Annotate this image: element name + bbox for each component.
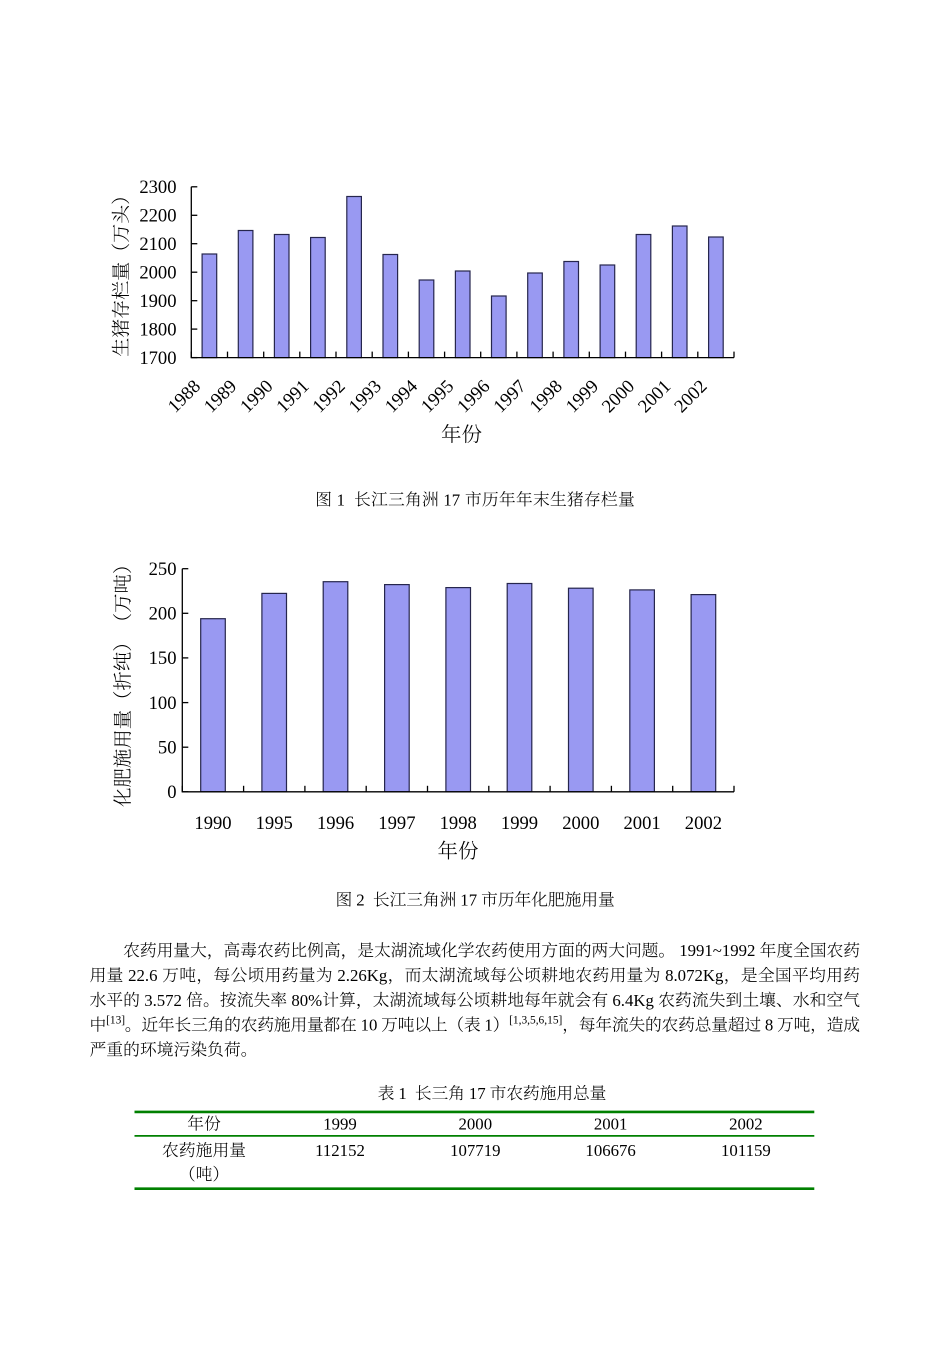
svg-text:2002: 2002 [685, 813, 722, 834]
svg-text:1997: 1997 [378, 813, 415, 834]
svg-text:2200: 2200 [139, 206, 176, 227]
svg-text:8: 8 [765, 1016, 773, 1035]
svg-text:2300: 2300 [139, 177, 176, 198]
svg-text:17: 17 [443, 490, 460, 509]
svg-text:2001: 2001 [594, 1115, 628, 1134]
svg-text:2000: 2000 [459, 1115, 493, 1134]
svg-text:150: 150 [149, 648, 177, 669]
svg-text:100: 100 [149, 693, 177, 714]
svg-text:80%: 80% [291, 991, 322, 1010]
svg-text:112152: 112152 [315, 1141, 365, 1160]
svg-text:6.4Kg: 6.4Kg [612, 991, 654, 1010]
svg-text:1998: 1998 [440, 813, 477, 834]
svg-text:2000: 2000 [139, 263, 176, 284]
svg-text:3.572: 3.572 [144, 991, 182, 1010]
svg-text:1900: 1900 [139, 291, 176, 312]
svg-text:2100: 2100 [139, 234, 176, 255]
svg-text:50: 50 [158, 738, 177, 759]
svg-text:10: 10 [361, 1016, 378, 1035]
svg-text:2002: 2002 [729, 1115, 763, 1134]
svg-text:1991~1992: 1991~1992 [679, 941, 755, 960]
svg-text:101159: 101159 [721, 1141, 771, 1160]
svg-text:1990: 1990 [194, 813, 231, 834]
svg-text:17: 17 [469, 1084, 486, 1103]
svg-text:1: 1 [398, 1084, 406, 1103]
svg-text:2.26Kg: 2.26Kg [337, 966, 387, 985]
svg-text:0: 0 [167, 782, 176, 803]
svg-text:106676: 106676 [585, 1141, 635, 1160]
svg-text:1999: 1999 [501, 813, 538, 834]
svg-text:200: 200 [149, 604, 177, 625]
svg-text:250: 250 [149, 559, 177, 580]
svg-text:1999: 1999 [323, 1115, 357, 1134]
svg-text:1996: 1996 [317, 813, 354, 834]
svg-text:[1,3,5,6,15]: [1,3,5,6,15] [509, 1015, 562, 1027]
svg-text:1995: 1995 [256, 813, 293, 834]
svg-text:8.072Kg: 8.072Kg [665, 966, 724, 985]
svg-text:107719: 107719 [450, 1141, 500, 1160]
svg-text:22.6: 22.6 [128, 966, 157, 985]
svg-text:[13]: [13] [106, 1015, 125, 1027]
svg-text:2001: 2001 [624, 813, 661, 834]
svg-text:1: 1 [337, 490, 345, 509]
svg-text:2000: 2000 [562, 813, 599, 834]
svg-text:1800: 1800 [139, 319, 176, 340]
svg-text:1: 1 [484, 1016, 492, 1035]
svg-text:1700: 1700 [139, 348, 176, 369]
svg-text:17: 17 [460, 891, 477, 910]
svg-text:2: 2 [356, 891, 364, 910]
